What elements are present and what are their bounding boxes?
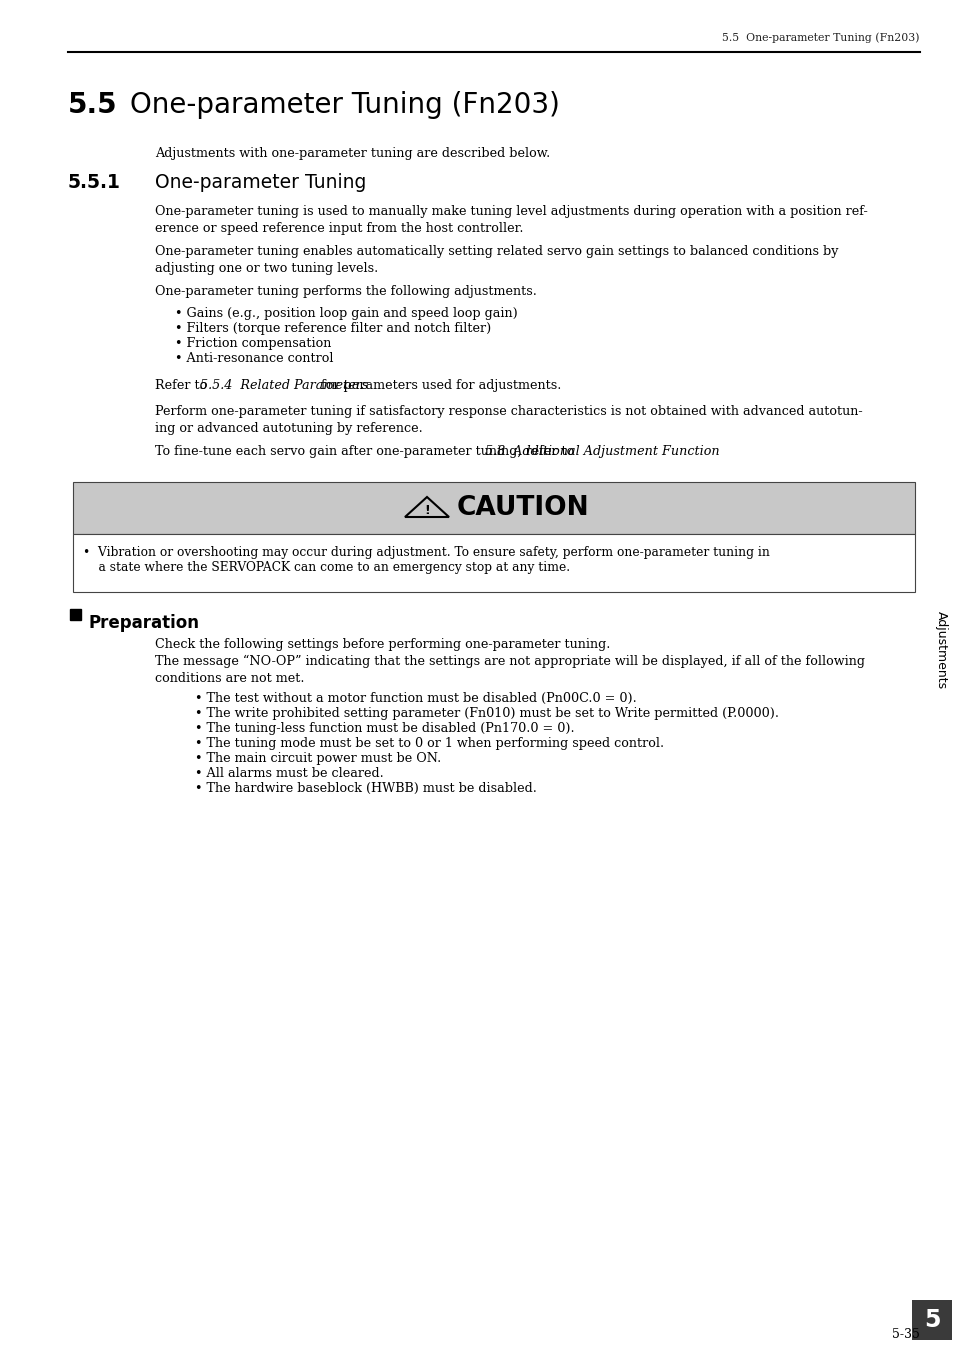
- Text: • All alarms must be cleared.: • All alarms must be cleared.: [194, 767, 383, 780]
- Bar: [911, 1300, 951, 1341]
- FancyBboxPatch shape: [73, 535, 914, 593]
- FancyBboxPatch shape: [73, 482, 914, 535]
- Text: One-parameter tuning performs the following adjustments.: One-parameter tuning performs the follow…: [154, 285, 537, 298]
- Text: 5.8  Additional Adjustment Function: 5.8 Additional Adjustment Function: [484, 446, 719, 458]
- Text: 5.5  One-parameter Tuning (Fn203): 5.5 One-parameter Tuning (Fn203): [721, 32, 919, 43]
- Text: • Gains (e.g., position loop gain and speed loop gain): • Gains (e.g., position loop gain and sp…: [174, 306, 517, 320]
- Bar: [929, 400, 951, 900]
- Text: Check the following settings before performing one-parameter tuning.
The message: Check the following settings before perf…: [154, 639, 864, 686]
- Text: 5.5.1: 5.5.1: [68, 174, 121, 193]
- Bar: [70, 609, 81, 620]
- Text: Adjustments: Adjustments: [934, 612, 946, 688]
- Text: • The tuning-less function must be disabled (Pn170.0 = 0).: • The tuning-less function must be disab…: [194, 722, 574, 734]
- Text: CAUTION: CAUTION: [456, 495, 589, 521]
- Text: a state where the SERVOPACK can come to an emergency stop at any time.: a state where the SERVOPACK can come to …: [83, 562, 570, 574]
- Text: • The hardwire baseblock (HWBB) must be disabled.: • The hardwire baseblock (HWBB) must be …: [194, 782, 537, 795]
- Text: for parameters used for adjustments.: for parameters used for adjustments.: [316, 379, 560, 391]
- Text: • The tuning mode must be set to 0 or 1 when performing speed control.: • The tuning mode must be set to 0 or 1 …: [194, 737, 663, 751]
- Text: Perform one-parameter tuning if satisfactory response characteristics is not obt: Perform one-parameter tuning if satisfac…: [154, 405, 862, 435]
- Text: One-parameter Tuning (Fn203): One-parameter Tuning (Fn203): [130, 90, 559, 119]
- Text: One-parameter tuning is used to manually make tuning level adjustments during op: One-parameter tuning is used to manually…: [154, 205, 867, 235]
- Text: 5.5: 5.5: [68, 90, 117, 119]
- Text: • The write prohibited setting parameter (Fn010) must be set to Write permitted : • The write prohibited setting parameter…: [194, 707, 779, 720]
- Text: 5.5.4  Related Parameters: 5.5.4 Related Parameters: [200, 379, 368, 391]
- Text: • Friction compensation: • Friction compensation: [174, 338, 331, 350]
- Text: • Filters (torque reference filter and notch filter): • Filters (torque reference filter and n…: [174, 323, 491, 335]
- Text: 5: 5: [923, 1308, 940, 1332]
- Text: • The test without a motor function must be disabled (Pn00C.0 = 0).: • The test without a motor function must…: [194, 693, 636, 705]
- Text: Adjustments with one-parameter tuning are described below.: Adjustments with one-parameter tuning ar…: [154, 147, 550, 161]
- Text: • Anti-resonance control: • Anti-resonance control: [174, 352, 334, 365]
- Text: One-parameter tuning enables automatically setting related servo gain settings t: One-parameter tuning enables automatical…: [154, 244, 838, 275]
- Text: •  Vibration or overshooting may occur during adjustment. To ensure safety, perf: • Vibration or overshooting may occur du…: [83, 545, 769, 559]
- Text: Refer to: Refer to: [154, 379, 211, 391]
- Text: • The main circuit power must be ON.: • The main circuit power must be ON.: [194, 752, 441, 765]
- Text: Preparation: Preparation: [89, 614, 200, 632]
- Text: 5-35: 5-35: [891, 1328, 919, 1342]
- Text: To fine-tune each servo gain after one-parameter tuning, refer to: To fine-tune each servo gain after one-p…: [154, 446, 578, 458]
- Text: !: !: [424, 504, 430, 517]
- Text: One-parameter Tuning: One-parameter Tuning: [154, 174, 366, 193]
- Text: .: .: [643, 446, 648, 458]
